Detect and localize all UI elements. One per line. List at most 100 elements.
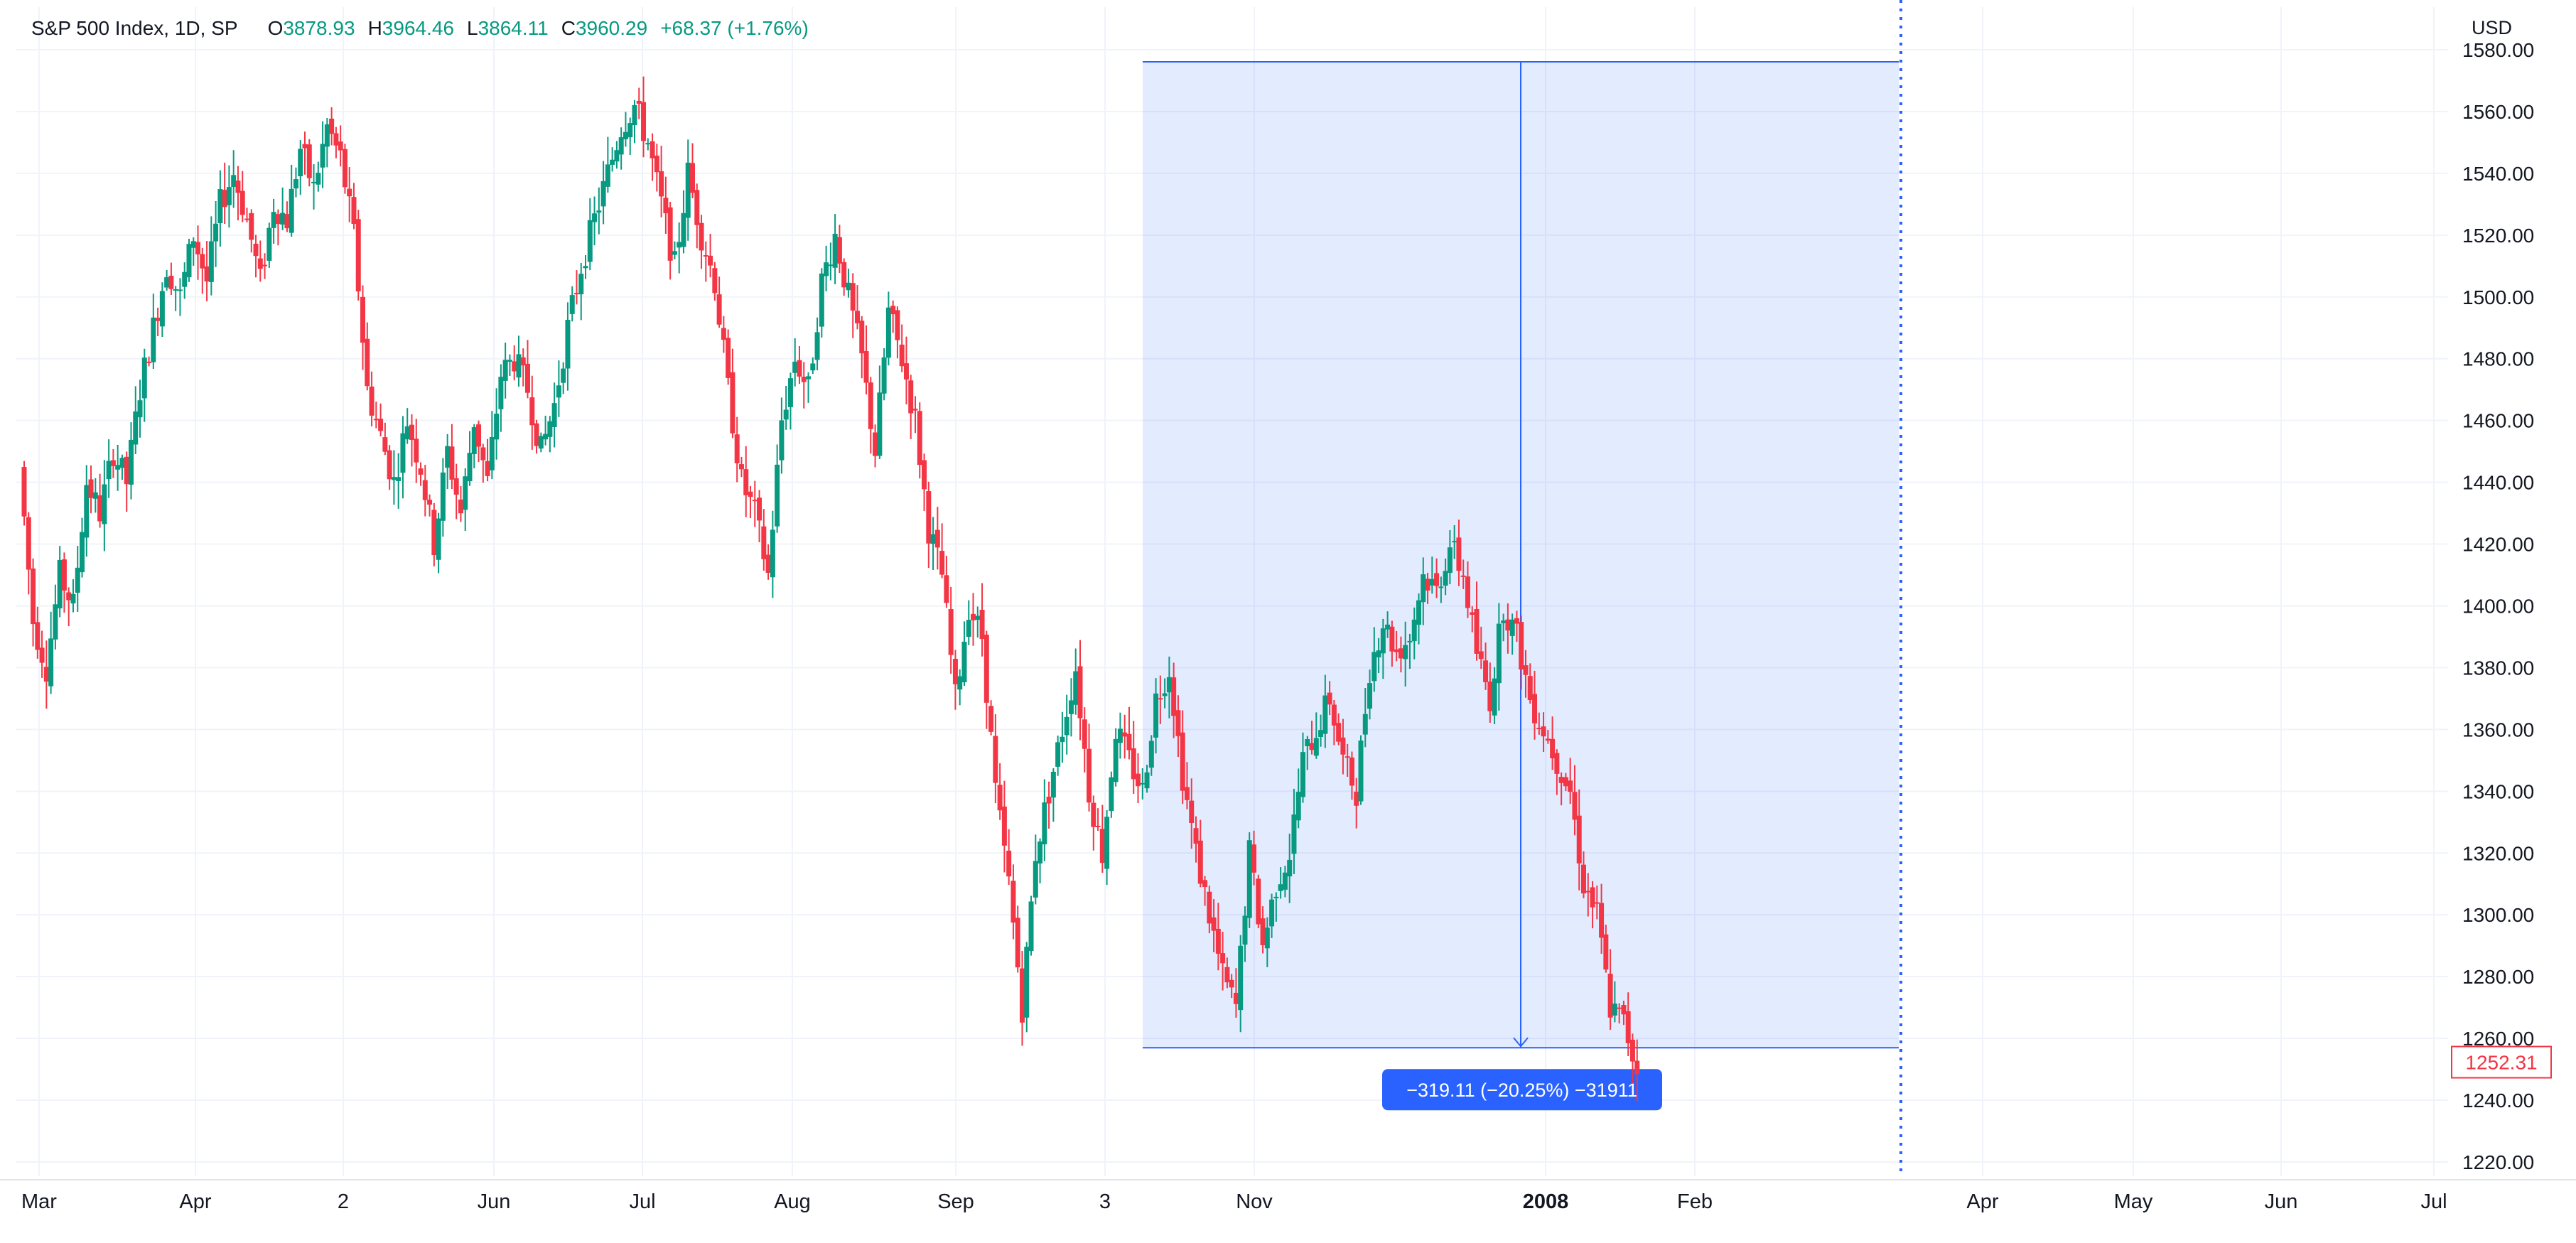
candle-body (502, 360, 508, 381)
candle-body (355, 219, 361, 292)
candle-body (538, 436, 544, 449)
candle-body (1260, 918, 1266, 945)
candle-body (1082, 719, 1087, 749)
candle-body (734, 434, 740, 463)
y-tick-label: 1360.00 (2462, 719, 2534, 741)
candle-body (186, 244, 192, 278)
candle-body (1024, 947, 1030, 1018)
candle-body (1487, 682, 1493, 711)
candle-body (1554, 753, 1560, 774)
x-tick-label: Jun (2265, 1190, 2298, 1213)
candle-body (498, 377, 504, 409)
candle-body (1278, 884, 1283, 891)
candle-body (1403, 645, 1408, 660)
candle-body (1224, 967, 1230, 983)
candle-body (814, 332, 820, 360)
candle-body (854, 311, 860, 323)
candle-body (1091, 802, 1096, 827)
candle-body (1153, 693, 1159, 738)
candle-body (917, 411, 922, 466)
candle-body (939, 551, 945, 575)
y-tick-label: 1300.00 (2462, 904, 2534, 926)
candle-body (516, 354, 522, 378)
candle-body (930, 534, 936, 544)
candle-body (1256, 878, 1261, 925)
candle-body (329, 118, 335, 134)
x-tick-label: Nov (1236, 1190, 1273, 1213)
candle-body (1229, 979, 1234, 988)
candle-body (1514, 618, 1519, 624)
candle-body (1122, 732, 1128, 737)
time-axis[interactable]: Mar Apr 2 Jun Jul Aug Sep 3 Nov 2008 Feb Apr May Jun J… (0, 1179, 2576, 1213)
candle-body (467, 453, 473, 482)
candle-body (1313, 738, 1319, 756)
candle-body (645, 143, 651, 145)
candle-body (164, 277, 170, 288)
candle-body (1550, 738, 1556, 758)
candle-body (1496, 623, 1502, 684)
candle-body (708, 255, 713, 266)
candle-body (957, 676, 963, 690)
candle-body (453, 478, 459, 495)
candle-body (31, 568, 36, 625)
symbol-title[interactable]: S&P 500 Index, 1D, SP (31, 17, 238, 39)
candle-body (1434, 573, 1440, 586)
candles-layer (21, 76, 1640, 1102)
candle-body (908, 380, 914, 414)
candle-body (948, 608, 954, 655)
candle-body (141, 357, 147, 399)
y-tick-label: 1460.00 (2462, 410, 2534, 432)
candle-body (1207, 891, 1212, 924)
candle-body (489, 436, 495, 470)
y-tick-label: 1580.00 (2462, 39, 2534, 61)
candle-body (699, 222, 704, 251)
close-value: 3960.29 (575, 17, 648, 39)
candle-body (1140, 782, 1146, 785)
candle-body (1470, 612, 1475, 615)
candle-body (1180, 732, 1185, 791)
candle-body (458, 499, 463, 514)
candle-body (324, 124, 330, 147)
candle-body (765, 554, 771, 574)
candle-body (177, 289, 183, 291)
measure-tool[interactable]: −319.11 (−20.25%) −31911 (1143, 60, 1899, 1111)
y-tick-label: 1500.00 (2462, 286, 2534, 308)
candle-body (779, 420, 785, 461)
candle-body (298, 149, 303, 177)
candle-body (84, 485, 90, 538)
candle-body (1246, 840, 1252, 918)
candle-body (850, 283, 856, 311)
candle-body (70, 593, 76, 604)
candle-body (1136, 773, 1141, 787)
candle-body (1068, 700, 1074, 714)
candle-body (1501, 620, 1507, 623)
candle-body (819, 273, 824, 327)
y-tick-label: 1520.00 (2462, 225, 2534, 247)
candle-body (1242, 915, 1248, 945)
candle-body (1166, 677, 1172, 693)
candle-body (476, 424, 482, 447)
currency-label[interactable]: USD (2472, 17, 2513, 38)
candle-body (961, 641, 967, 683)
candle-body (1509, 619, 1515, 636)
candle-body (1305, 738, 1310, 746)
candle-body (271, 212, 276, 228)
candle-body (151, 317, 156, 362)
candle-body (1438, 586, 1444, 588)
candle-body (983, 635, 989, 703)
candle-body (547, 421, 553, 437)
candle-body (903, 363, 909, 380)
candle-body (1594, 902, 1600, 904)
candle-body (485, 461, 490, 476)
price-axis[interactable]: 1220.001240.001260.001280.001300.001320.… (2451, 39, 2552, 1173)
low-value: 3864.11 (478, 17, 549, 39)
candle-body (1184, 787, 1190, 800)
candle-body (654, 155, 659, 173)
candle-body (726, 338, 731, 378)
candle-body (761, 526, 767, 559)
candle-body (306, 144, 312, 178)
candle-body (382, 437, 388, 452)
candle-body (436, 518, 441, 560)
